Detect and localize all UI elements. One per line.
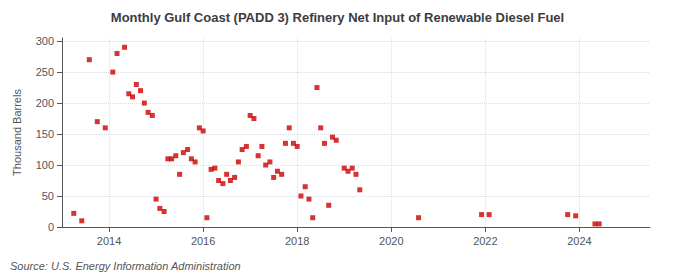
svg-text:2022: 2022	[473, 235, 497, 247]
svg-text:2024: 2024	[567, 235, 591, 247]
svg-text:Source: U.S. Energy Informatio: Source: U.S. Energy Information Administ…	[10, 260, 241, 272]
svg-text:2020: 2020	[379, 235, 403, 247]
svg-text:150: 150	[36, 128, 54, 140]
svg-text:0: 0	[48, 221, 54, 233]
svg-text:2014: 2014	[97, 235, 121, 247]
svg-text:300: 300	[36, 35, 54, 47]
svg-text:2018: 2018	[285, 235, 309, 247]
svg-text:2016: 2016	[191, 235, 215, 247]
svg-text:Thousand Barrels: Thousand Barrels	[11, 89, 23, 176]
svg-text:50: 50	[42, 190, 54, 202]
svg-text:250: 250	[36, 66, 54, 78]
svg-text:200: 200	[36, 97, 54, 109]
svg-text:Monthly Gulf Coast (PADD 3) Re: Monthly Gulf Coast (PADD 3) Refinery Net…	[111, 10, 564, 25]
svg-text:100: 100	[36, 159, 54, 171]
